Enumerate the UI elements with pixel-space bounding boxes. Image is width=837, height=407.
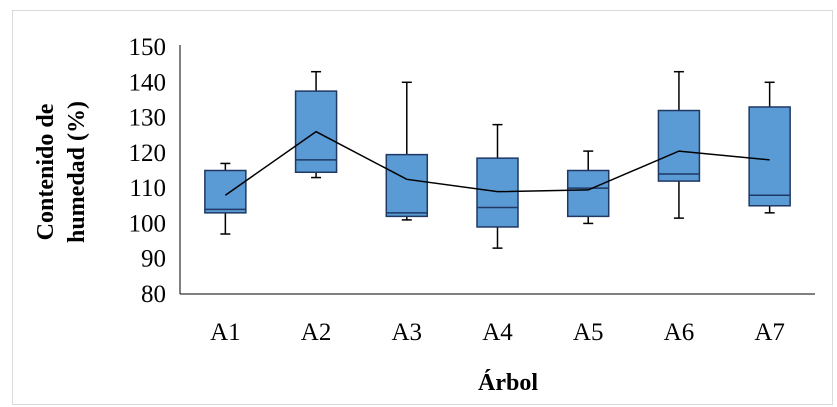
y-axis-title: Contenido de humedad (%)	[33, 101, 90, 243]
mean-line	[224, 130, 770, 196]
y-tick-label: 80	[141, 281, 166, 308]
y-tick-label: 150	[129, 34, 167, 61]
box-A1	[204, 169, 247, 214]
box-A7	[748, 106, 791, 207]
y-tick-label: 130	[129, 105, 167, 132]
y-tick-label: 120	[129, 140, 167, 167]
y-tick-label: 140	[129, 69, 167, 96]
box-A5	[566, 169, 610, 218]
x-tick-label: A7	[754, 319, 785, 346]
x-tick-label: A5	[573, 319, 604, 346]
box-A6	[657, 109, 701, 182]
y-tick-label: 90	[141, 246, 166, 273]
x-axis-title: Árbol	[478, 370, 538, 396]
x-tick-label: A1	[210, 319, 241, 346]
box-A3	[385, 153, 429, 218]
box-A4	[476, 157, 519, 228]
x-tick-label: A2	[301, 319, 332, 346]
y-axis-title-line-1: Contenido de	[33, 103, 59, 240]
x-tick-label: A3	[392, 319, 423, 346]
x-tick-label: A6	[664, 319, 695, 346]
x-tick-label: A4	[482, 319, 513, 346]
y-axis-title-line-2: humedad (%)	[64, 101, 90, 243]
y-tick-label: 100	[129, 210, 167, 237]
y-tick-label: 110	[129, 175, 166, 202]
